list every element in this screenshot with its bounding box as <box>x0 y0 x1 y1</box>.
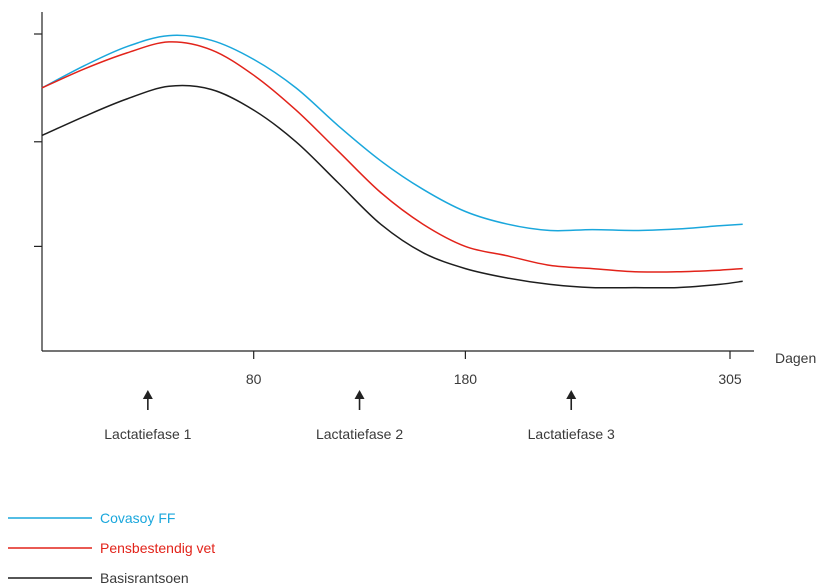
up-arrow-icon <box>142 390 153 399</box>
series-line-3 <box>41 84 743 289</box>
x-axis-label: Dagen <box>775 350 816 366</box>
series-line-2 <box>41 41 743 273</box>
x-tick-label: 80 <box>246 371 262 387</box>
phase-label-3: Lactatiefase 3 <box>528 426 615 442</box>
series-lines <box>41 34 743 289</box>
legend-label-1: Covasoy FF <box>100 510 175 526</box>
legend: Covasoy FF Pensbestendig vet Basisrantsoen <box>8 510 215 586</box>
series-line-1 <box>41 34 743 232</box>
phase-label-1: Lactatiefase 1 <box>104 426 191 442</box>
phase-markers: Lactatiefase 1 Lactatiefase 2 Lactatiefase… <box>104 390 615 442</box>
legend-label-3: Basisrantsoen <box>100 570 189 586</box>
x-tick-label: 305 <box>718 371 742 387</box>
x-tick-label: 180 <box>454 371 478 387</box>
legend-label-2: Pensbestendig vet <box>100 540 215 556</box>
phase-label-2: Lactatiefase 2 <box>316 426 403 442</box>
up-arrow-icon <box>566 390 577 399</box>
up-arrow-icon <box>354 390 365 399</box>
axes: 80 180 305 Dagen <box>34 12 816 387</box>
